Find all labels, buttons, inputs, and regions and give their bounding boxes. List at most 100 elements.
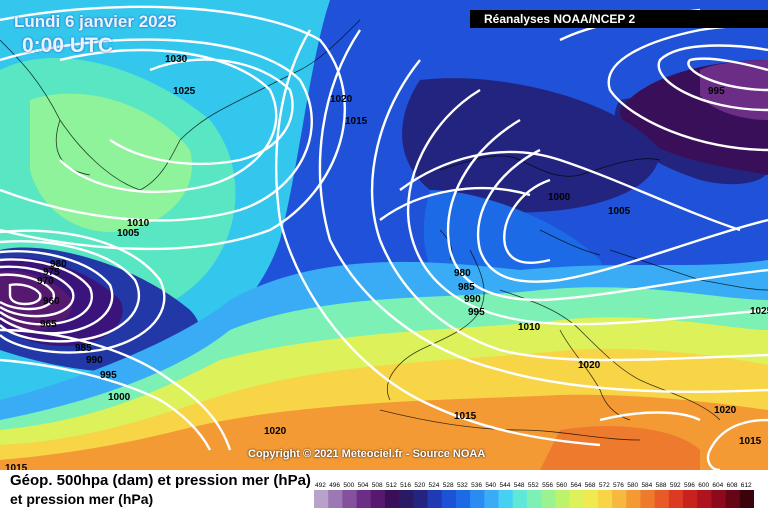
svg-text:1020: 1020 bbox=[330, 94, 353, 105]
svg-text:995: 995 bbox=[708, 86, 725, 97]
colorbar-swatch bbox=[399, 490, 414, 508]
colorbar-swatch bbox=[697, 490, 712, 508]
svg-text:1005: 1005 bbox=[117, 228, 140, 239]
svg-text:995: 995 bbox=[468, 307, 485, 318]
map-time: 0:00 UTC bbox=[22, 34, 114, 57]
svg-text:1015: 1015 bbox=[345, 116, 368, 127]
svg-text:1000: 1000 bbox=[548, 192, 571, 203]
colorbar-swatch bbox=[384, 490, 400, 508]
colorbar-swatch bbox=[498, 490, 514, 508]
colorbar-swatch bbox=[370, 490, 386, 508]
svg-text:980: 980 bbox=[454, 268, 471, 279]
svg-text:1015: 1015 bbox=[739, 436, 762, 447]
colorbar-tick: 592 bbox=[670, 482, 681, 489]
colorbar-tick: 584 bbox=[641, 482, 652, 489]
colorbar-tick: 524 bbox=[429, 482, 440, 489]
svg-text:1015: 1015 bbox=[454, 411, 477, 422]
svg-text:975: 975 bbox=[43, 267, 60, 278]
colorbar-tick: 576 bbox=[613, 482, 624, 489]
colorbar-swatch bbox=[455, 490, 471, 508]
svg-text:985: 985 bbox=[75, 343, 92, 354]
svg-text:1030: 1030 bbox=[165, 54, 188, 65]
svg-text:1010: 1010 bbox=[127, 218, 150, 229]
svg-text:1005: 1005 bbox=[608, 206, 631, 217]
svg-text:1025: 1025 bbox=[750, 306, 768, 317]
colorbar-tick: 608 bbox=[727, 482, 738, 489]
svg-text:1000: 1000 bbox=[108, 392, 131, 403]
isobars bbox=[0, 5, 768, 470]
colorbar-swatch bbox=[555, 490, 570, 508]
colorbar-swatch bbox=[427, 490, 443, 508]
colorbar-tick: 572 bbox=[599, 482, 610, 489]
source-badge: Réanalyses NOAA/NCEP 2 bbox=[470, 10, 768, 28]
svg-text:1010: 1010 bbox=[518, 322, 541, 333]
colorbar-swatch bbox=[640, 490, 656, 508]
svg-text:985: 985 bbox=[458, 282, 475, 293]
colorbar-tick: 528 bbox=[443, 482, 454, 489]
colorbar-swatch bbox=[626, 490, 641, 508]
colorbar-tick: 612 bbox=[741, 482, 752, 489]
colorbar-tick: 600 bbox=[698, 482, 709, 489]
colorbar-swatch bbox=[711, 490, 727, 508]
colorbar-tick: 532 bbox=[457, 482, 468, 489]
colorbar-tick: 500 bbox=[343, 482, 354, 489]
colorbar-swatch bbox=[541, 490, 556, 508]
colorbar-tick: 504 bbox=[358, 482, 369, 489]
colorbar-tick: 512 bbox=[386, 482, 397, 489]
colorbar-swatch bbox=[413, 490, 429, 508]
coastlines bbox=[0, 19, 768, 441]
colorbar-tick: 492 bbox=[315, 482, 326, 489]
colorbar-tick: 596 bbox=[684, 482, 695, 489]
svg-text:995: 995 bbox=[100, 370, 117, 381]
colorbar-swatch bbox=[668, 490, 684, 508]
svg-text:965: 965 bbox=[40, 319, 57, 330]
colorbar-swatch bbox=[526, 490, 542, 508]
svg-text:990: 990 bbox=[86, 355, 103, 366]
colorbar: 492 496 500 504 508 512 516 520 524 528 532 536 540 5… bbox=[314, 482, 754, 508]
colorbar-tick: 580 bbox=[627, 482, 638, 489]
colorbar-tick: 564 bbox=[570, 482, 581, 489]
colorbar-tick: 548 bbox=[514, 482, 525, 489]
colorbar-swatch bbox=[314, 490, 329, 508]
colorbar-swatch bbox=[654, 490, 670, 508]
svg-text:970: 970 bbox=[37, 276, 54, 287]
svg-text:1025: 1025 bbox=[173, 86, 196, 97]
colorbar-tick: 568 bbox=[585, 482, 596, 489]
colorbar-tick: 544 bbox=[500, 482, 511, 489]
svg-text:1020: 1020 bbox=[264, 426, 287, 437]
colorbar-tick: 496 bbox=[329, 482, 340, 489]
colorbar-swatch bbox=[441, 490, 457, 508]
colorbar-swatch bbox=[683, 490, 698, 508]
colorbar-swatch bbox=[470, 490, 485, 508]
colorbar-swatch bbox=[725, 490, 741, 508]
legend-subtitle: et pression mer (hPa) bbox=[10, 491, 154, 507]
colorbar-swatch bbox=[569, 490, 585, 508]
colorbar-tick: 556 bbox=[542, 482, 553, 489]
svg-text:1015: 1015 bbox=[5, 463, 28, 470]
colorbar-swatch bbox=[342, 490, 358, 508]
colorbar-tick: 540 bbox=[485, 482, 496, 489]
map-date: Lundi 6 janvier 2025 bbox=[14, 12, 177, 31]
colorbar-tick: 560 bbox=[556, 482, 567, 489]
svg-text:990: 990 bbox=[464, 294, 481, 305]
colorbar-tick: 552 bbox=[528, 482, 539, 489]
colorbar-swatch bbox=[739, 490, 754, 508]
colorbar-swatch bbox=[512, 490, 528, 508]
colorbar-swatch bbox=[583, 490, 599, 508]
weather-map: 1030 1025 1020 1015 1010 1005 1000 995 9… bbox=[0, 0, 768, 470]
colorbar-swatch bbox=[597, 490, 613, 508]
svg-text:1020: 1020 bbox=[714, 405, 737, 416]
svg-text:980: 980 bbox=[50, 259, 67, 270]
colorbar-swatch bbox=[612, 490, 627, 508]
legend-title: Géop. 500hpa (dam) et pression mer (hPa) bbox=[10, 472, 311, 489]
colorbar-swatch bbox=[328, 490, 343, 508]
colorbar-tick: 508 bbox=[372, 482, 383, 489]
colorbar-tick: 588 bbox=[656, 482, 667, 489]
svg-text:1020: 1020 bbox=[578, 360, 601, 371]
colorbar-tick: 604 bbox=[712, 482, 723, 489]
colorbar-tick: 536 bbox=[471, 482, 482, 489]
colorbar-tick: 520 bbox=[414, 482, 425, 489]
isobar-labels: 1030 1025 1020 1015 1010 1005 1000 995 9… bbox=[5, 54, 768, 470]
colorbar-swatch bbox=[356, 490, 372, 508]
colorbar-swatch bbox=[484, 490, 500, 508]
